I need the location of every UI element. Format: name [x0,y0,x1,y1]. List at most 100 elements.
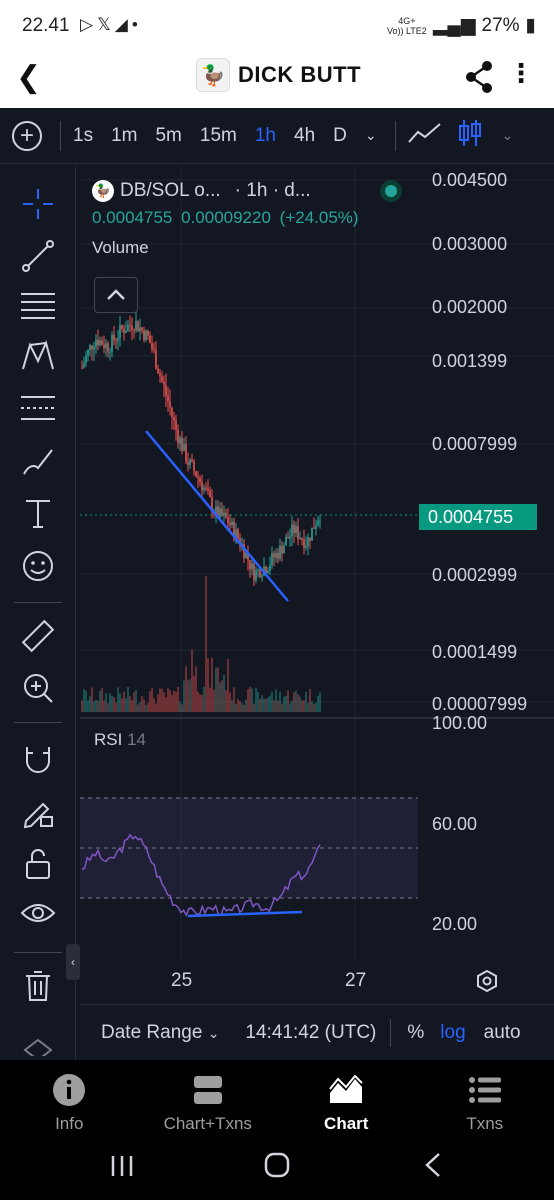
candle [87,349,89,356]
time-axis[interactable]: 25 27 [80,962,554,1002]
volume-bar [105,693,107,712]
candle [123,328,125,334]
favorites-icon[interactable] [18,1034,58,1058]
nav-chart[interactable]: Chart [277,1060,416,1140]
candle [119,325,121,339]
volume-bar [117,687,119,712]
auto-scale-toggle[interactable]: auto [483,1021,521,1043]
more-options-icon[interactable]: ⋮ [508,58,534,88]
price-chart[interactable] [80,166,554,962]
eye-icon[interactable] [18,894,58,934]
nav-txns[interactable]: Txns [416,1060,554,1140]
timeframe-d[interactable]: D [333,124,347,146]
candle [153,349,155,351]
volume-legend[interactable]: Volume [92,238,149,257]
candle [227,517,229,524]
forecast-icon[interactable] [18,388,58,428]
token-name: DICK BUTT [238,62,362,87]
candle [285,537,287,546]
chart-settings-icon[interactable] [476,969,498,997]
candle [303,539,305,548]
candle [179,437,181,444]
timeframe-5m[interactable]: 5m [155,124,182,146]
volume-bar [317,695,319,712]
legend-symbol[interactable]: DB/SOL o... [120,180,221,201]
pattern-icon[interactable] [18,336,58,376]
candle [177,429,179,444]
ruler-icon[interactable] [18,616,58,656]
timeframe-4h[interactable]: 4h [294,124,316,146]
timeframe-1m[interactable]: 1m [111,124,138,146]
zoom-in-icon[interactable] [18,668,58,708]
volume-bar [211,657,213,712]
volume-bar [199,694,201,712]
timeframe-1h[interactable]: 1h [254,124,276,146]
system-back-icon[interactable] [424,1152,442,1183]
nav-info[interactable]: Info [0,1060,139,1140]
collapse-legend-button[interactable] [94,277,138,313]
rsi-trendline-drawing [187,910,303,918]
toolbar-divider [14,602,62,603]
volume-bar [301,700,303,712]
date-range-button[interactable]: Date Range ⌄ [101,1021,220,1043]
volume-bar [87,700,89,712]
percent-scale-toggle[interactable]: % [407,1021,425,1043]
volume-bar [271,691,273,712]
candle [309,537,311,541]
volume-bar [185,666,187,712]
line-chart-icon[interactable] [407,122,442,149]
share-icon[interactable] [464,60,494,99]
volume-bar [281,703,283,712]
candle [315,525,317,529]
volume-bar [253,703,255,712]
timeframe-chevron-down-icon[interactable]: ⌄ [364,127,377,143]
candle [91,345,93,350]
volume-bar [313,704,315,712]
market-open-status-icon [380,180,402,202]
rsi-legend[interactable]: RSI 14 [94,730,146,750]
volume-bar [109,693,111,712]
timeframe-1s[interactable]: 1s [73,124,94,146]
candle [95,339,97,347]
toolbar-collapse-handle[interactable]: ‹ [66,944,80,980]
candle-chart-icon[interactable] [458,119,482,152]
trash-icon[interactable] [18,966,58,1006]
magnet-icon[interactable] [18,740,58,780]
candle [221,508,223,516]
chart-type-chevron-down-icon[interactable]: ⌄ [501,127,514,143]
unlock-icon[interactable] [18,844,58,884]
fib-lines-icon[interactable] [18,286,58,326]
emoji-icon[interactable] [18,546,58,586]
candle [117,338,119,341]
candle [297,526,299,540]
home-icon[interactable] [264,1152,290,1183]
candle [161,376,163,382]
nav-chart-txns[interactable]: Chart+Txns [139,1060,278,1140]
split-view-icon [193,1072,223,1108]
text-tool-icon[interactable] [18,494,58,534]
utc-clock[interactable]: 14:41:42 (UTC) [245,1021,377,1043]
candle [293,524,295,533]
candle [167,395,169,402]
volume-bar [295,690,297,712]
legend-interval: · 1h · d... [234,180,311,201]
crosshair-icon[interactable] [18,184,58,224]
candle [141,327,143,331]
price-axis-label: 0.0001499 [432,642,518,662]
candle [139,327,141,332]
candle [93,346,95,350]
candle [249,560,251,570]
candle [269,564,271,571]
add-indicator-button[interactable]: + [12,120,42,151]
volume-bar [219,682,221,712]
candle [163,381,165,386]
brush-icon[interactable] [18,441,58,481]
lock-drawing-icon[interactable] [18,792,58,832]
back-icon[interactable]: ❮ [16,61,42,94]
log-scale-toggle[interactable]: log [440,1021,466,1043]
recent-apps-icon[interactable] [110,1154,134,1183]
volume-bar [303,700,305,712]
timeframe-15m[interactable]: 15m [199,124,237,146]
trendline-icon[interactable] [18,236,58,276]
candle [215,506,217,515]
